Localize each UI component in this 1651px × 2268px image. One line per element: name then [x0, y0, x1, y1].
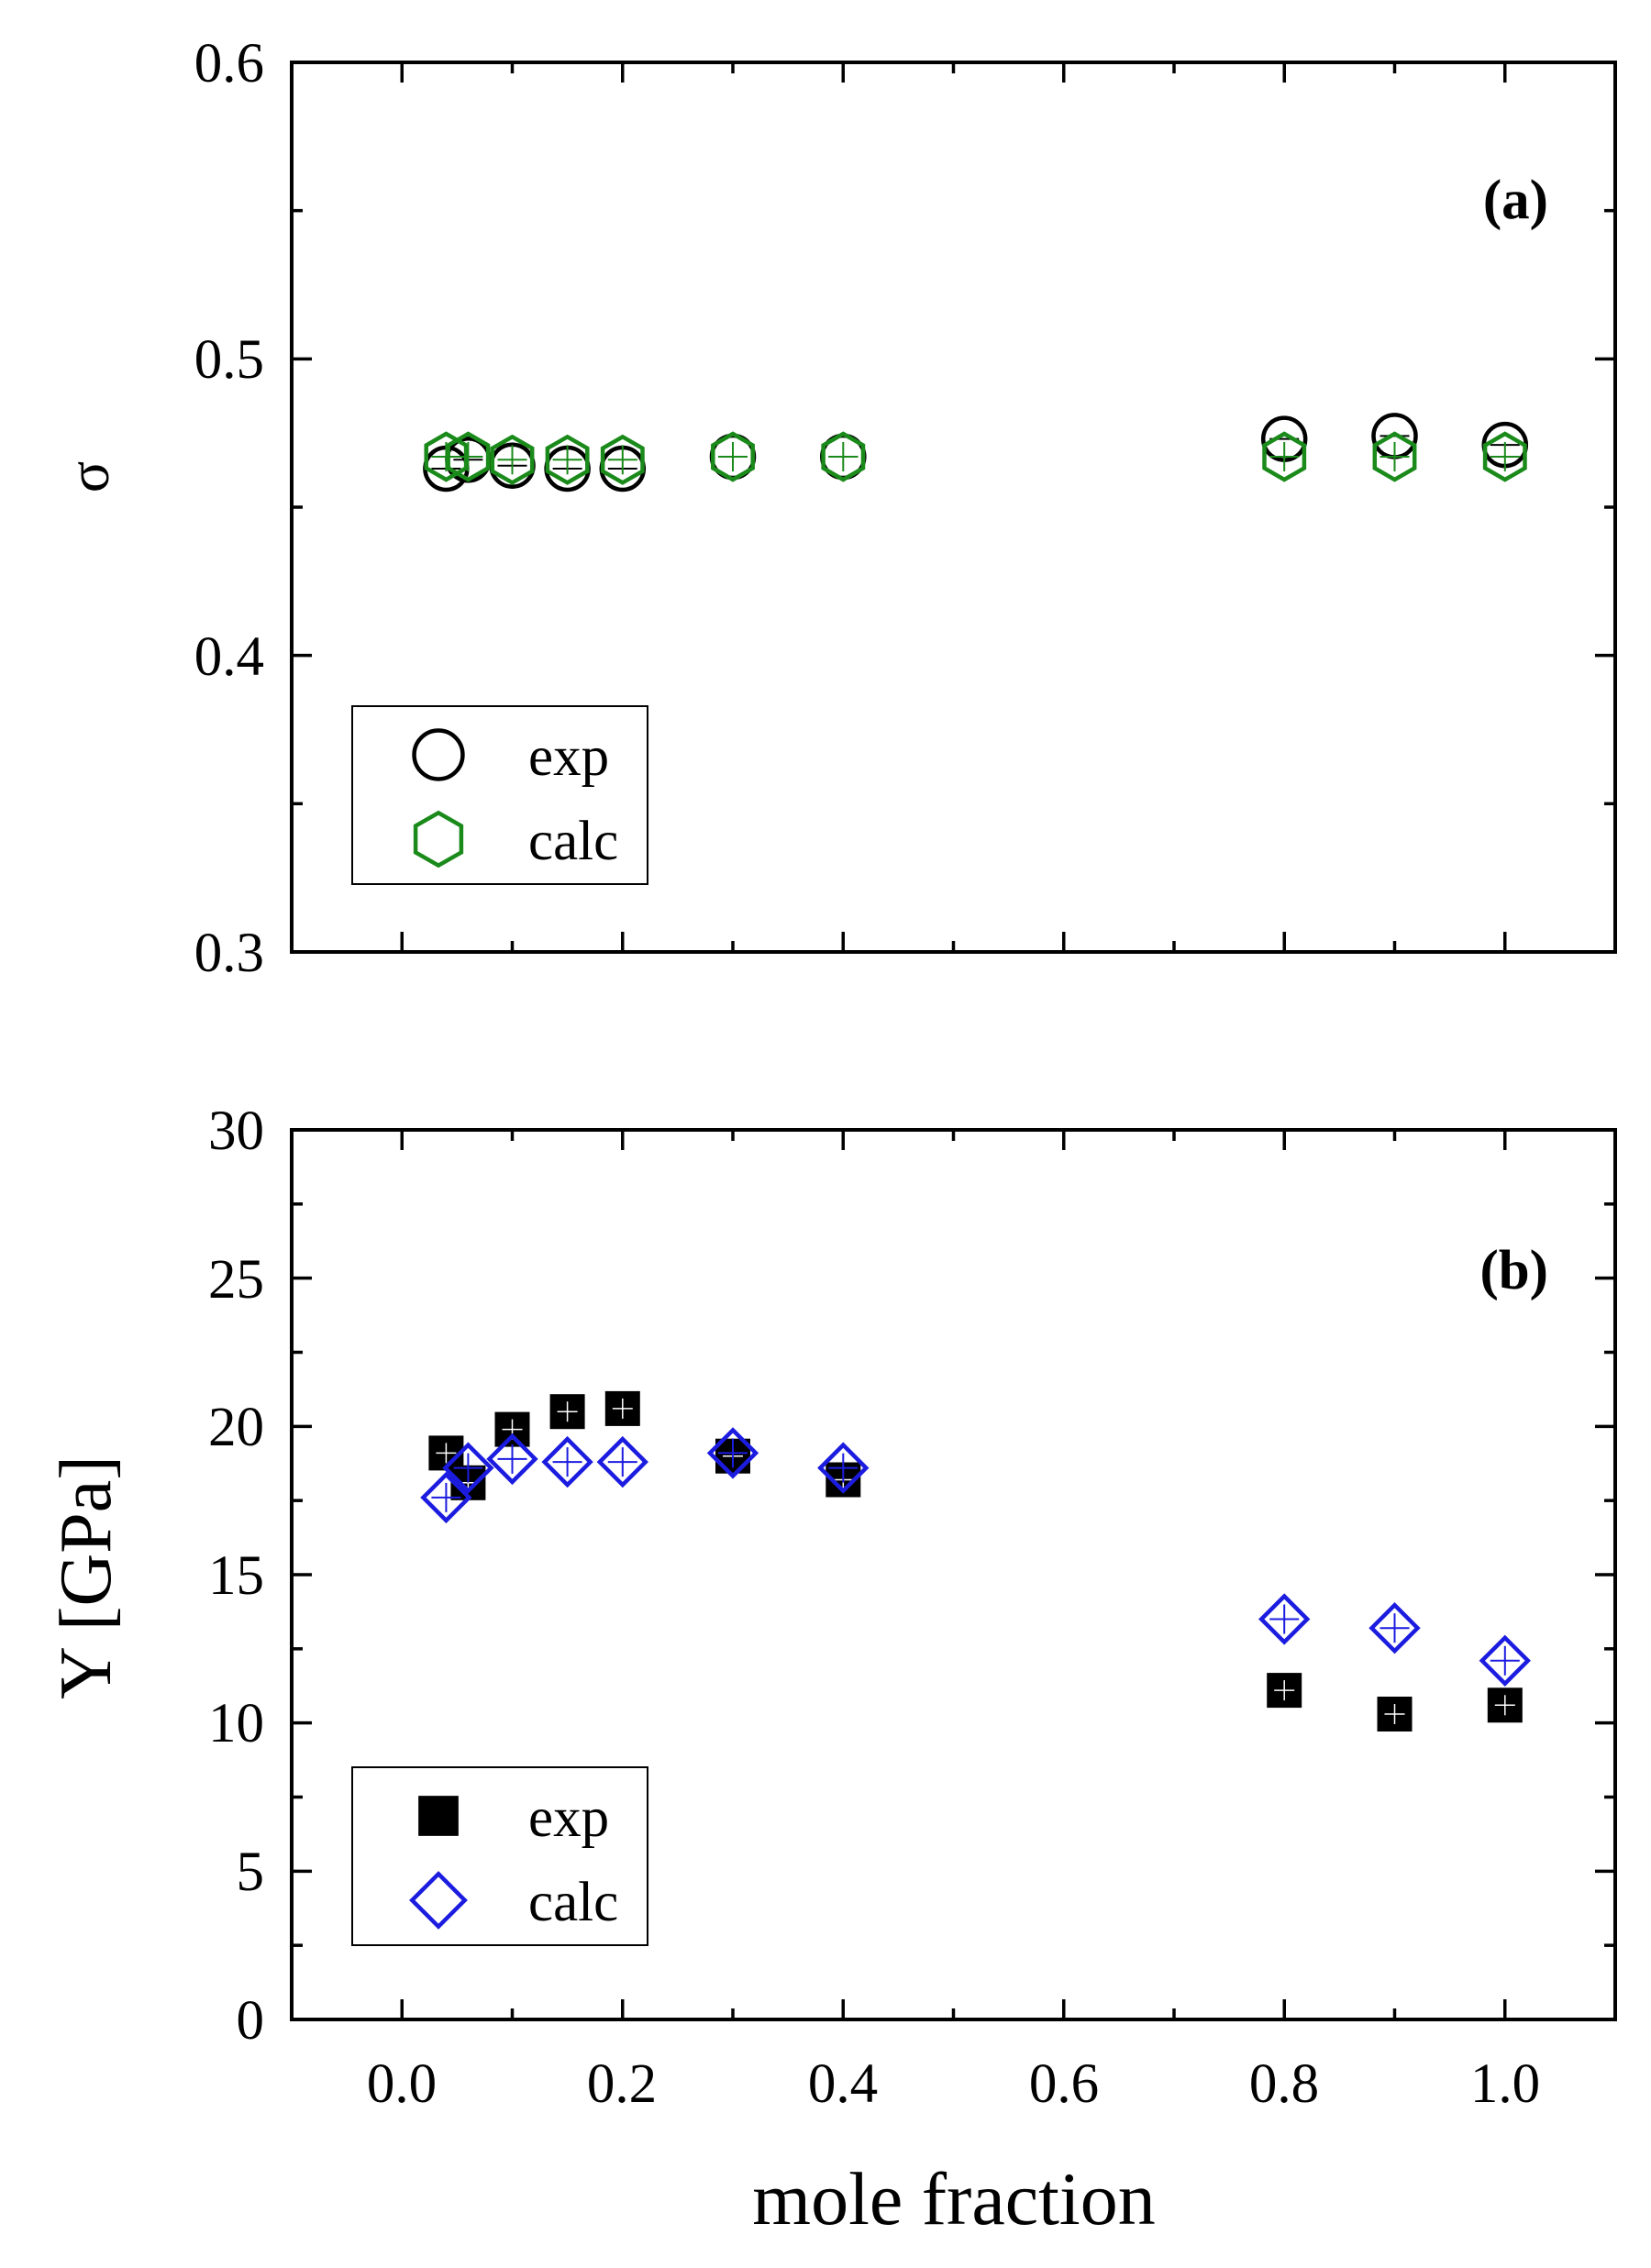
calc-point	[706, 1427, 759, 1479]
exp-point	[494, 1411, 530, 1447]
panel-b-youngs-modulus: 0 5 10 15 20 25 30 0.0 0.2 0.4 0.6 0.8 1…	[46, 1101, 1617, 2240]
calc-point	[596, 1435, 648, 1488]
panel-b-xtick-label: 0.4	[808, 2053, 878, 2115]
panel-b-legend: exp calc	[351, 1766, 648, 1946]
panel-a-marks	[423, 413, 1529, 492]
calc-point	[821, 431, 866, 482]
exp-point	[604, 1390, 640, 1426]
panel-a-ytick-label: 0.4	[194, 626, 264, 688]
calc-point	[545, 434, 590, 485]
legend-exp-marker	[412, 728, 465, 781]
calc-point	[420, 1471, 472, 1524]
panel-b-xtick-label: 1.0	[1470, 2053, 1540, 2115]
panel-a-ytick-label: 0.5	[194, 329, 264, 391]
panel-b-xtick-label: 0.8	[1249, 2053, 1319, 2115]
panel-b-ticks	[290, 1128, 1617, 2021]
panel-a-legend-box	[351, 705, 648, 885]
panel-b-ytick-labels: 0 5 10 15 20 25 30	[208, 1101, 264, 2052]
panel-a-ytick-labels: 0.3 0.4 0.5 0.6	[194, 33, 264, 984]
panel-a-ytick-label: 0.3	[194, 923, 264, 984]
panel-b-ytick-label: 20	[208, 1397, 264, 1458]
panel-b-ytick-label: 30	[208, 1101, 264, 1162]
calc-point	[1482, 431, 1527, 482]
panel-b-xtick-label: 0.6	[1029, 2053, 1099, 2115]
calc-point	[1372, 431, 1417, 482]
exp-point	[1487, 1687, 1523, 1723]
legend-exp-label: exp	[528, 1787, 609, 1849]
calc-point	[1479, 1634, 1531, 1687]
panel-b-ytick-label: 5	[237, 1842, 265, 1903]
calc-point	[486, 1433, 538, 1486]
panel-b-ytick-label: 0	[237, 1990, 265, 2052]
panel-b-ytick-label: 25	[208, 1249, 264, 1311]
panel-b-ytick-label: 15	[208, 1545, 264, 1607]
calc-point	[1368, 1602, 1421, 1654]
legend-calc-label: calc	[528, 811, 618, 872]
panel-b-ytick-label: 10	[208, 1693, 264, 1754]
panel-a-sigma: 0.3 0.4 0.5 0.6 σ (a) exp calc	[56, 33, 1617, 984]
legend-exp-label: exp	[528, 726, 609, 788]
panel-a-label: (a)	[1483, 170, 1548, 231]
calc-point	[817, 1442, 870, 1494]
panel-b-label: (b)	[1479, 1240, 1548, 1301]
legend-exp-marker	[418, 1796, 459, 1836]
legend-calc-marker	[413, 810, 464, 868]
panel-b-xlabel: mole fraction	[752, 2157, 1155, 2240]
panel-a-ytick-label: 0.6	[194, 33, 264, 94]
calc-point	[1262, 431, 1307, 482]
legend-calc-marker	[409, 1871, 468, 1930]
calc-point	[490, 434, 535, 485]
exp-point	[549, 1394, 585, 1430]
panel-b-marks	[420, 1390, 1531, 1731]
exp-point	[1267, 1673, 1302, 1709]
calc-point	[442, 1442, 494, 1494]
panel-a-legend: exp calc	[351, 705, 648, 885]
calc-point	[600, 434, 645, 485]
panel-b-xtick-labels: 0.0 0.2 0.4 0.6 0.8 1.0	[367, 2053, 1540, 2115]
legend-calc-label: calc	[528, 1872, 618, 1933]
panel-a-ylabel: σ	[56, 461, 121, 493]
calc-point	[541, 1435, 593, 1488]
panel-b-legend-box	[351, 1766, 648, 1946]
panel-a-ticks	[290, 61, 1617, 954]
calc-point	[1258, 1593, 1311, 1645]
panel-b-ylabel: Y [GPa]	[46, 1455, 127, 1699]
calc-point	[446, 431, 491, 482]
panel-b-xtick-label: 0.2	[587, 2053, 657, 2115]
calc-point	[711, 431, 755, 482]
panel-b-xtick-label: 0.0	[367, 2053, 437, 2115]
exp-point	[1377, 1697, 1413, 1731]
